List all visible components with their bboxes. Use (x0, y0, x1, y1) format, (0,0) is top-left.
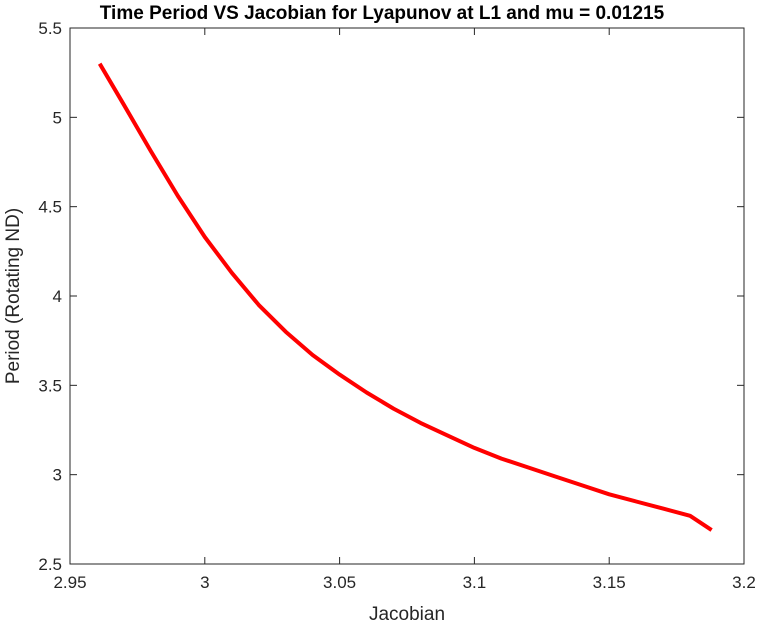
x-tick-label: 2.95 (53, 573, 86, 592)
y-axis-label: Period (Rotating ND) (3, 208, 24, 384)
x-tick-label: 3.15 (593, 573, 626, 592)
series-group (97, 62, 713, 532)
x-axis-label: Jacobian (369, 604, 445, 625)
y-tick-label: 5.5 (38, 19, 62, 38)
plot-area (69, 27, 745, 565)
series-line (97, 62, 713, 532)
y-tick-label: 4.5 (38, 198, 62, 217)
x-tick-label: 3.1 (463, 573, 487, 592)
y-tick-label: 4 (53, 287, 62, 306)
ticks-group (69, 27, 745, 565)
x-tick-label: 3.2 (732, 573, 756, 592)
y-tick-label: 3 (53, 466, 62, 485)
chart-title: Time Period VS Jacobian for Lyapunov at … (100, 3, 665, 24)
y-tick-label: 3.5 (38, 376, 62, 395)
x-tick-label: 3.05 (323, 573, 356, 592)
y-tick-label: 2.5 (38, 555, 62, 574)
x-tick-label: 3 (200, 573, 209, 592)
y-tick-label: 5 (53, 108, 62, 127)
tick-labels-group: 2.95 3 3.05 3.1 3.15 3.2 2.5 3 3.5 4 4.5 5 5.5 (38, 19, 755, 592)
